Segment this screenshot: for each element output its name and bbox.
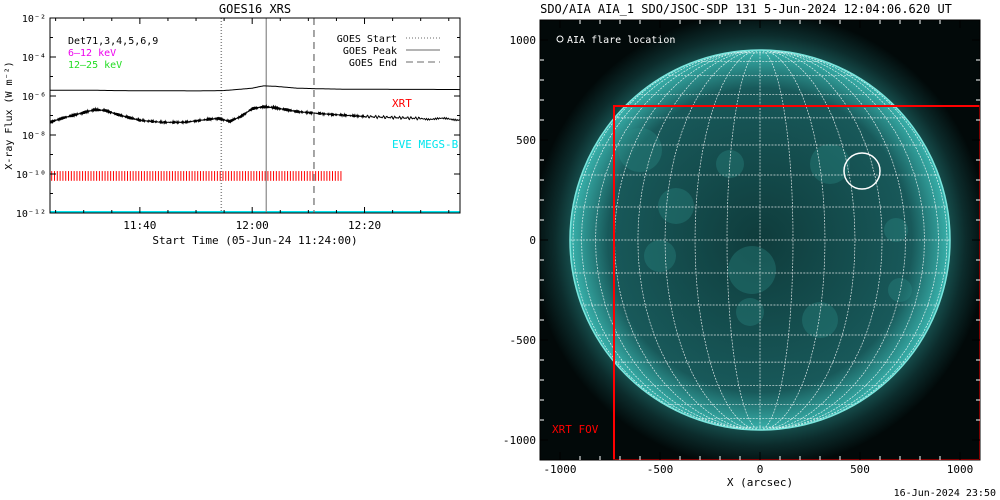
grid-meridian — [759, 49, 856, 431]
solar-limb — [569, 49, 951, 431]
legend-left-item: 12–25 keV — [68, 60, 122, 71]
footer-timestamp: 16-Jun-2024 23:50 — [893, 488, 996, 499]
grid-meridian — [759, 49, 826, 431]
disk-features — [618, 128, 912, 338]
active-region — [618, 128, 662, 172]
y-tick-label: -500 — [510, 334, 537, 347]
legend-left-item: Det71,3,4,5,6,9 — [68, 36, 158, 47]
active-region — [728, 246, 776, 294]
y-axis-label: X-ray Flux (W m⁻²) — [4, 61, 15, 169]
legend-right-label: GOES Peak — [343, 46, 397, 57]
aia-image-panel: SDO/AIA AIA_1 SDO/JSOC-SDP 131 5-Jun-202… — [500, 0, 1000, 500]
x-tick-label: 11:40 — [123, 219, 156, 232]
grid-meridian — [664, 49, 761, 431]
legend-left-item: 6–12 keV — [68, 48, 116, 59]
x-tick-label: 12:00 — [236, 219, 269, 232]
y-tick-label: 1000 — [510, 34, 537, 47]
goes-flux-series-long — [50, 85, 460, 92]
active-region — [736, 298, 764, 326]
goes-lightcurve-plot: GOES16 XRS 10⁻² 10⁻⁴ 10⁻⁶ 10⁻⁸ 10⁻¹⁰ 10⁻¹² 11:4… — [4, 2, 461, 247]
grid-meridian — [572, 49, 761, 431]
active-region — [658, 188, 694, 224]
eve-instrument-label: EVE MEGS-B — [392, 138, 459, 151]
flare-legend-label: AIA flare location — [567, 35, 675, 46]
y-tick-label: 500 — [516, 134, 536, 147]
legend-right-label: GOES End — [349, 58, 397, 69]
x-tick-label: -1000 — [543, 463, 576, 476]
x-tick-label: 500 — [850, 463, 870, 476]
y-tick-label: 10⁻⁴ — [22, 53, 46, 64]
active-region — [802, 302, 838, 338]
active-region — [810, 144, 850, 184]
active-region — [644, 240, 676, 272]
flare-legend-icon — [556, 35, 564, 43]
grid-meridian — [614, 49, 761, 431]
grid-meridian — [759, 49, 906, 431]
xrt-instrument-label: XRT — [392, 97, 412, 110]
x-axis-label: Start Time (05-Jun-24 11:24:00) — [152, 234, 357, 247]
grid-meridian — [581, 49, 761, 431]
y-tick-label: -1000 — [503, 434, 536, 447]
y-tick-label: 0 — [529, 234, 536, 247]
grid-meridian — [694, 49, 761, 431]
flare-location-marker — [843, 152, 881, 190]
plot-area — [50, 18, 460, 213]
heliographic-grid — [570, 49, 950, 431]
x-tick-label: -500 — [647, 463, 674, 476]
grid-meridian — [759, 49, 925, 431]
y-tick-label: 10⁻⁸ — [22, 131, 46, 142]
chart-title: GOES16 XRS — [219, 2, 291, 16]
y-tick-label: 10⁻¹² — [16, 209, 46, 220]
x-tick-label: 12:20 — [348, 219, 381, 232]
grid-meridian — [759, 49, 939, 431]
aia-solar-image-plot: SDO/AIA AIA_1 SDO/JSOC-SDP 131 5-Jun-202… — [503, 2, 981, 489]
legend-right-label: GOES Start — [337, 34, 397, 45]
grid-meridian — [759, 49, 883, 431]
grid-meridian — [637, 49, 761, 431]
active-region — [884, 218, 908, 242]
goes-flux-series-short — [50, 103, 460, 126]
goes-xrs-panel: GOES16 XRS 10⁻² 10⁻⁴ 10⁻⁶ 10⁻⁸ 10⁻¹⁰ 10⁻¹² 11:4… — [0, 0, 470, 250]
grid-meridian — [595, 49, 761, 431]
x-tick-label: 1000 — [947, 463, 974, 476]
xrt-fov-label: XRT FOV — [552, 423, 599, 436]
grid-meridian — [726, 49, 761, 431]
image-area — [540, 20, 980, 460]
y-tick-label: 10⁻¹⁰ — [16, 170, 46, 181]
y-tick-label: 10⁻² — [22, 14, 46, 25]
xrt-fov-box — [613, 105, 980, 460]
grid-meridian — [759, 49, 948, 431]
active-region — [888, 278, 912, 302]
grid-meridian — [759, 49, 794, 431]
x-axis-label: X (arcsec) — [727, 476, 793, 489]
image-title: SDO/AIA AIA_1 SDO/JSOC-SDP 131 5-Jun-202… — [540, 2, 952, 16]
y-tick-label: 10⁻⁶ — [22, 92, 46, 103]
x-tick-label: 0 — [757, 463, 764, 476]
